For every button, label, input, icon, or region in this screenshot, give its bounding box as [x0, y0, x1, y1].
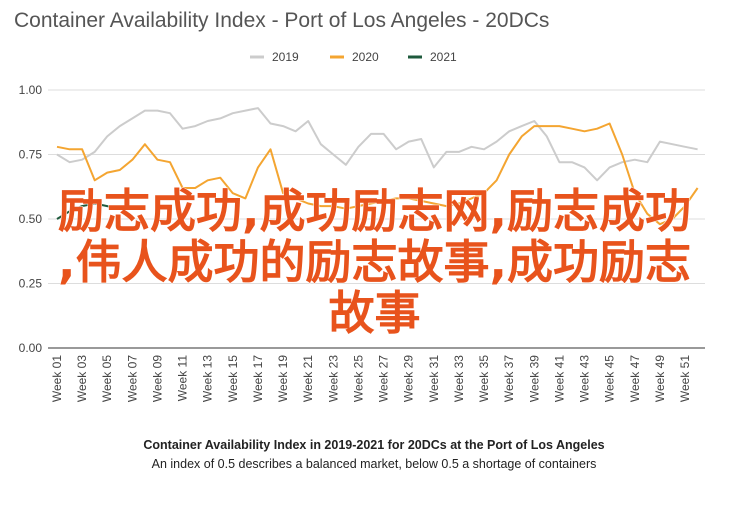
x-tick-label: Week 39: [527, 355, 541, 402]
x-tick-label: Week 21: [301, 355, 315, 402]
caption-subtitle: An index of 0.5 describes a balanced mar…: [152, 457, 597, 471]
y-tick-label: 0.00: [19, 341, 43, 355]
x-tick-label: Week 19: [276, 355, 290, 402]
series-line: [56, 202, 121, 220]
x-tick-label: Week 25: [351, 355, 365, 402]
x-tick-label: Week 07: [125, 355, 139, 402]
legend-label: 2021: [430, 50, 457, 64]
x-tick-label: Week 33: [452, 355, 466, 402]
x-tick-label: Week 31: [427, 355, 441, 402]
overlay-text: 励志成功,成功励志网,励志成功 ,伟人成功的励志故事,成功励志 故事: [0, 184, 749, 340]
chart-title: Container Availability Index - Port of L…: [14, 9, 549, 32]
y-tick-label: 0.50: [19, 212, 43, 226]
x-tick-label: Week 37: [502, 355, 516, 402]
x-tick-label: Week 43: [578, 355, 592, 402]
x-tick-label: Week 01: [50, 355, 64, 402]
x-tick-label: Week 09: [150, 355, 164, 402]
legend-label: 2019: [272, 50, 299, 64]
x-tick-label: Week 27: [377, 355, 391, 402]
x-tick-label: Week 15: [226, 355, 240, 402]
x-tick-label: Week 05: [100, 355, 114, 402]
x-tick-label: Week 11: [176, 355, 190, 402]
x-tick-label: Week 29: [402, 355, 416, 402]
overlay-line: 励志成功,成功励志网,励志成功: [58, 184, 692, 238]
y-tick-label: 0.25: [19, 277, 43, 291]
y-tick-label: 1.00: [19, 83, 43, 97]
caption-title: Container Availability Index in 2019-202…: [143, 438, 604, 452]
x-tick-label: Week 47: [628, 355, 642, 402]
y-tick-label: 0.75: [19, 148, 43, 162]
legend-label: 2020: [352, 50, 379, 64]
overlay-line: 故事: [328, 286, 421, 340]
x-tick-label: Week 23: [326, 355, 340, 402]
overlay-line: ,伟人成功的励志故事,成功励志: [58, 235, 692, 289]
x-tick-label: Week 03: [75, 355, 89, 402]
x-tick-label: Week 13: [201, 355, 215, 402]
x-tick-label: Week 17: [251, 355, 265, 402]
x-tick-label: Week 35: [477, 355, 491, 402]
x-tick-label: Week 41: [552, 355, 566, 402]
series-line: [56, 107, 698, 182]
series-line: [56, 122, 699, 226]
x-tick-label: Week 51: [678, 355, 692, 402]
x-tick-label: Week 49: [653, 355, 667, 402]
x-tick-label: Week 45: [603, 355, 617, 402]
